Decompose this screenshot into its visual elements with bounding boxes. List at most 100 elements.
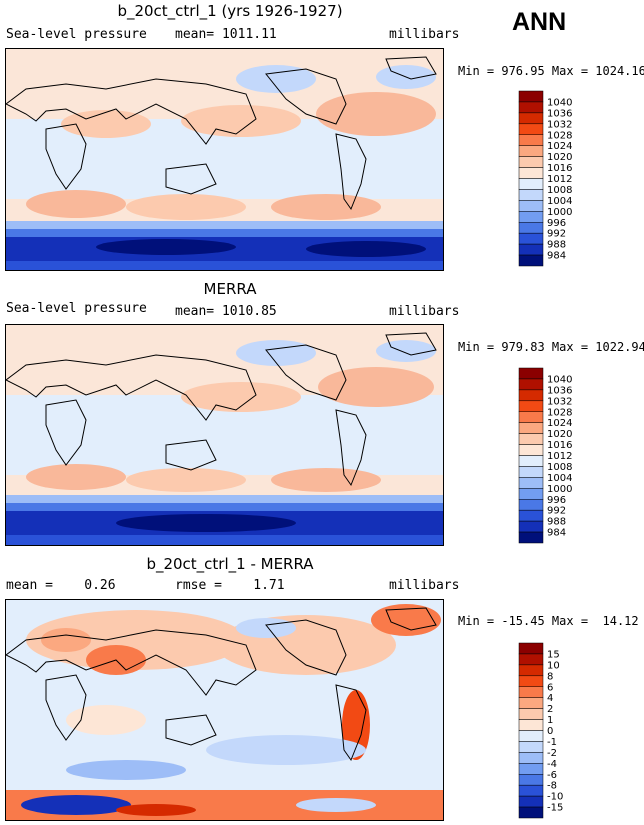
colorbar-diff-swatch <box>518 708 544 720</box>
colorbar-model-tick-label: 984 <box>547 251 566 262</box>
colorbar-obs-swatch <box>518 488 544 500</box>
colorbar-model-swatch <box>518 101 544 114</box>
colorbar-diff-tick-label: -4 <box>547 759 557 770</box>
colorbar-model-swatch <box>518 134 544 146</box>
colorbar-obs-tick-label: 984 <box>547 528 566 539</box>
colorbar-diff-swatch <box>518 730 544 742</box>
colorbar-model-swatch <box>518 112 544 125</box>
colorbar-obs-tick-label: 1040 <box>547 374 572 385</box>
panel-model-minmax: Min = 976.95 Max = 1024.16 <box>458 64 644 78</box>
colorbar-model-swatch <box>518 90 544 103</box>
colorbar-obs-tick-label: 992 <box>547 506 566 517</box>
panel-model-mean: mean= 1011.11 <box>175 27 277 42</box>
colorbar-diff-tick-label: 6 <box>547 682 553 693</box>
colorbar-diff-tick-label: 1 <box>547 715 553 726</box>
panel-diff-units: millibars <box>389 578 460 593</box>
panel-obs-mean: mean= 1010.85 <box>175 304 277 319</box>
colorbar-diff: 15 10 8 6 4 2 1 0 -1 -2 -4 -6 -8 -10 -15 <box>518 642 579 819</box>
colorbar-diff-swatch <box>518 806 544 819</box>
colorbar-model-tick-label: 992 <box>547 229 566 240</box>
colorbar-obs-swatch <box>518 477 544 489</box>
colorbar-obs-tick-label: 1012 <box>547 451 572 462</box>
colorbar-obs-swatch <box>518 444 544 456</box>
panel-model-title: b_20ct_ctrl_1 (yrs 1926-1927) <box>117 2 343 20</box>
colorbar-diff-swatch <box>518 719 544 731</box>
panel-diff-rmse: rmse = 1.71 <box>175 578 285 593</box>
panel-obs-variable: Sea-level pressure <box>6 301 147 316</box>
colorbar-obs-swatch <box>518 466 544 478</box>
panel-obs-minmax: Min = 979.83 Max = 1022.94 <box>458 340 644 354</box>
colorbar-model-tick-label: 1032 <box>547 119 572 130</box>
colorbar-model-tick-label: 1012 <box>547 174 572 185</box>
map-panel-model <box>5 48 444 271</box>
colorbar-obs-swatch <box>518 411 544 423</box>
colorbar-diff-swatch <box>518 774 544 786</box>
panel-model-units: millibars <box>389 27 460 42</box>
panel-diff-minmax: Min = -15.45 Max = 14.12 <box>458 614 639 628</box>
colorbar-diff-tick-label: 2 <box>547 704 553 715</box>
colorbar-obs-tick-label: 988 <box>547 517 566 528</box>
colorbar-obs-swatch <box>518 367 544 380</box>
colorbar-diff-tick-label: -8 <box>547 781 557 792</box>
colorbar-diff-tick-label: 10 <box>547 660 560 671</box>
colorbar-model-swatch <box>518 254 544 267</box>
colorbar-model-swatch <box>518 222 544 234</box>
panel-model-variable: Sea-level pressure <box>6 27 147 42</box>
colorbar-model-tick-label: 1036 <box>547 108 572 119</box>
colorbar-model: 1040 1036 1032 1028 1024 1020 1016 1012 1008 1004… <box>518 90 579 267</box>
colorbar-obs-tick-label: 1036 <box>547 385 572 396</box>
colorbar-model-tick-label: 1008 <box>547 185 572 196</box>
map-panel-obs <box>5 324 444 546</box>
colorbar-diff-swatch <box>518 686 544 698</box>
colorbar-diff-tick-label: 8 <box>547 671 553 682</box>
colorbar-model-tick-label: 1040 <box>547 97 572 108</box>
colorbar-obs-swatch <box>518 499 544 511</box>
panel-diff-title: b_20ct_ctrl_1 - MERRA <box>146 555 314 573</box>
colorbar-diff-tick-label: -10 <box>547 792 563 803</box>
colorbar-diff-swatch <box>518 763 544 775</box>
colorbar-obs-tick-label: 1020 <box>547 429 572 440</box>
colorbar-model-tick-label: 988 <box>547 240 566 251</box>
colorbar-diff-tick-label: -2 <box>547 748 557 759</box>
season-label: ANN <box>512 8 567 36</box>
colorbar-obs-tick-label: 1016 <box>547 440 572 451</box>
colorbar-obs: 1040 1036 1032 1028 1024 1020 1016 1012 1008 1004… <box>518 367 579 544</box>
colorbar-diff-swatch <box>518 675 544 687</box>
colorbar-diff-swatch <box>518 741 544 753</box>
map-panel-diff <box>5 599 444 821</box>
colorbar-obs-swatch <box>518 520 544 533</box>
colorbar-model-swatch <box>518 200 544 212</box>
colorbar-obs-swatch <box>518 378 544 391</box>
colorbar-diff-tick-label: -1 <box>547 737 557 748</box>
colorbar-obs-tick-label: 1032 <box>547 396 572 407</box>
colorbar-model-swatch <box>518 167 544 179</box>
colorbar-obs-swatch <box>518 433 544 445</box>
colorbar-model-swatch <box>518 243 544 256</box>
colorbar-obs-tick-label: 996 <box>547 495 566 506</box>
colorbar-model-tick-label: 1024 <box>547 141 572 152</box>
colorbar-model-swatch <box>518 232 544 245</box>
colorbar-model-swatch <box>518 156 544 168</box>
colorbar-diff-swatch <box>518 664 544 677</box>
colorbar-model-tick-label: 1000 <box>547 207 572 218</box>
colorbar-obs-tick-label: 1004 <box>547 473 572 484</box>
colorbar-obs-swatch <box>518 389 544 402</box>
panel-diff-mean: mean = 0.26 <box>6 578 116 593</box>
colorbar-model-tick-label: 1020 <box>547 152 572 163</box>
colorbar-diff-tick-label: 0 <box>547 726 553 737</box>
colorbar-diff-swatch <box>518 784 544 797</box>
colorbar-diff-swatch <box>518 642 544 655</box>
colorbar-model-swatch <box>518 145 544 157</box>
colorbar-obs-swatch <box>518 455 544 467</box>
colorbar-diff-tick-label: 4 <box>547 693 553 704</box>
colorbar-obs-tick-label: 1028 <box>547 407 572 418</box>
colorbar-diff-tick-label: -15 <box>547 803 563 814</box>
colorbar-diff-swatch <box>518 653 544 666</box>
colorbar-obs-swatch <box>518 531 544 544</box>
colorbar-model-tick-label: 1004 <box>547 196 572 207</box>
colorbar-model-swatch <box>518 178 544 190</box>
panel-obs-units: millibars <box>389 304 460 319</box>
colorbar-model-swatch <box>518 123 544 135</box>
panel-obs-title: MERRA <box>203 280 257 298</box>
colorbar-obs-swatch <box>518 509 544 522</box>
